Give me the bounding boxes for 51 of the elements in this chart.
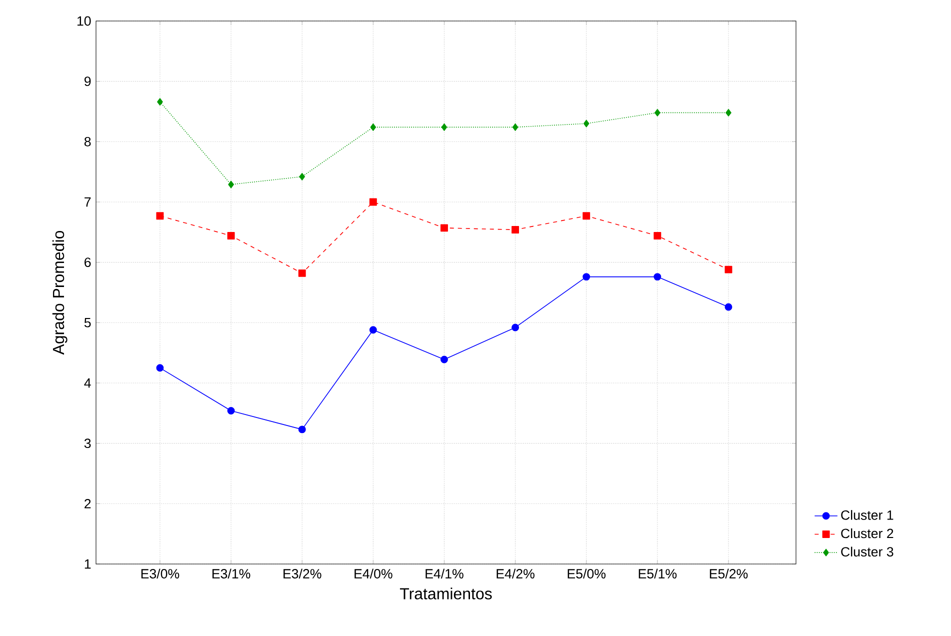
x-tick-label: E4/1% [426, 568, 464, 578]
point [227, 407, 235, 414]
point [369, 198, 377, 206]
x-tick-label: E3/0% [141, 568, 180, 578]
point [724, 303, 732, 311]
point [512, 226, 520, 234]
y-tick-label: 1 [84, 559, 91, 569]
point [370, 123, 376, 131]
legend-label: Cluster 1 [841, 510, 894, 520]
point [582, 273, 590, 281]
y-tick-label: 10 [77, 16, 91, 26]
y-tick-label: 9 [84, 76, 91, 86]
point [298, 269, 306, 277]
point [654, 232, 662, 240]
point [512, 123, 518, 131]
y-tick-label: 6 [84, 258, 91, 268]
x-tick-label: E5/1% [638, 568, 677, 578]
x-tick-label: E3/1% [212, 568, 250, 578]
point [441, 123, 448, 131]
legend-label: Cluster 2 [841, 528, 894, 538]
y-axis-title: Agrado Promedio [52, 230, 68, 355]
x-tick-label: E3/2% [284, 568, 322, 578]
point [228, 180, 234, 188]
point [227, 232, 235, 240]
point [582, 212, 590, 220]
point [726, 108, 732, 116]
x-tick-label: E5/2% [710, 568, 748, 578]
point [299, 172, 305, 180]
point [654, 108, 660, 116]
y-tick-label: 7 [84, 197, 91, 207]
legend-label: Cluster 3 [841, 546, 894, 557]
point [156, 212, 164, 220]
point [298, 426, 306, 434]
y-tick-label: 2 [84, 499, 91, 508]
x-tick-label: E4/0% [354, 568, 392, 578]
point [157, 98, 163, 106]
x-tick-label: E5/0% [568, 568, 606, 578]
point [156, 364, 164, 372]
y-tick-label: 4 [84, 378, 91, 388]
point [583, 120, 590, 128]
y-tick-label: 8 [84, 136, 91, 146]
point [369, 326, 377, 334]
point [440, 356, 448, 364]
y-tick-label: 5 [84, 318, 91, 328]
point [440, 224, 448, 232]
x-tick-label: E4/2% [496, 568, 534, 578]
x-axis-title: Tratamientos [400, 588, 492, 600]
point [724, 266, 732, 274]
point [654, 273, 662, 281]
y-tick-label: 3 [84, 438, 91, 448]
point [512, 324, 520, 332]
